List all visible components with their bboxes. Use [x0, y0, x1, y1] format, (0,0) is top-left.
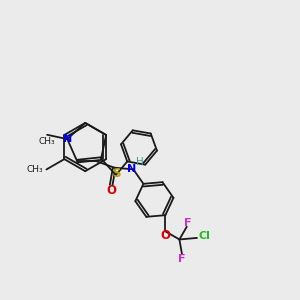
Text: CH₃: CH₃ [38, 137, 55, 146]
Text: Cl: Cl [198, 231, 210, 242]
Text: O: O [106, 184, 116, 197]
Text: N: N [127, 164, 136, 174]
Text: F: F [178, 254, 186, 264]
Text: H: H [136, 157, 144, 167]
Text: S: S [112, 167, 121, 180]
Text: F: F [184, 218, 192, 228]
Text: CH₃: CH₃ [26, 165, 43, 174]
Text: O: O [160, 229, 170, 242]
Text: N: N [63, 134, 72, 144]
